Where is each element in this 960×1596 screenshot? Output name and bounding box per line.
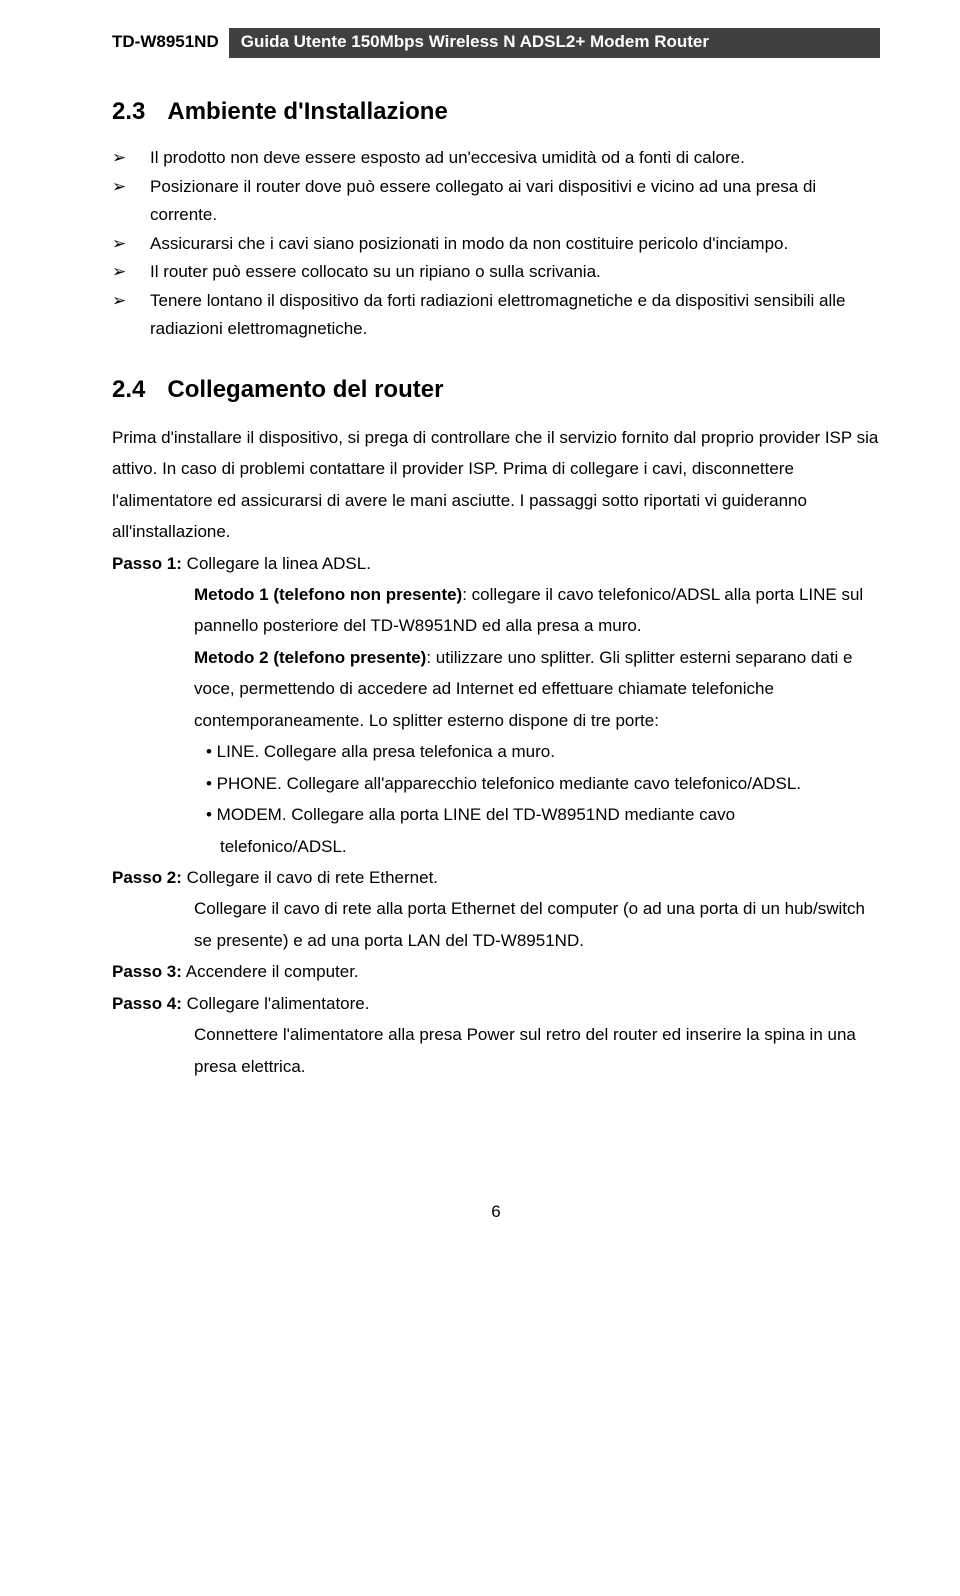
section-number: 2.4 [112, 376, 145, 404]
page: TD-W8951ND Guida Utente 150Mbps Wireless… [0, 0, 960, 1262]
step-label: Passo 4: [112, 994, 182, 1013]
step-1-sub-modem: • MODEM. Collegare alla porta LINE del T… [112, 799, 880, 830]
step-text: Collegare l'alimentatore. [187, 994, 370, 1013]
step-1-method-1: Metodo 1 (telefono non presente): colleg… [112, 579, 880, 642]
step-label: Passo 2: [112, 868, 182, 887]
step-4-cont: Connettere l'alimentatore alla presa Pow… [112, 1019, 880, 1082]
section-number: 2.3 [112, 98, 145, 126]
bullet-item: Assicurarsi che i cavi siano posizionati… [112, 230, 880, 259]
step-label: Passo 1: [112, 554, 182, 573]
bullet-item: Il prodotto non deve essere esposto ad u… [112, 144, 880, 173]
header-bar: TD-W8951ND Guida Utente 150Mbps Wireless… [112, 28, 880, 58]
section-2-3-heading: 2.3 Ambiente d'Installazione [112, 98, 880, 126]
section-title: Ambiente d'Installazione [167, 98, 447, 125]
section-2-3-bullets: Il prodotto non deve essere esposto ad u… [112, 144, 880, 344]
bullet-item: Il router può essere collocato su un rip… [112, 258, 880, 287]
step-3: Passo 3: Accendere il computer. [112, 956, 880, 987]
bullet-item: Tenere lontano il dispositivo da forti r… [112, 287, 880, 344]
step-text: Collegare la linea ADSL. [187, 554, 371, 573]
step-1-sub-phone: • PHONE. Collegare all'apparecchio telef… [112, 768, 880, 799]
step-2: Passo 2: Collegare il cavo di rete Ether… [112, 862, 880, 893]
step-1-sub-line: • LINE. Collegare alla presa telefonica … [112, 736, 880, 767]
section-title: Collegamento del router [167, 376, 443, 403]
step-text: Accendere il computer. [186, 962, 359, 981]
step-label: Passo 3: [112, 962, 182, 981]
header-model: TD-W8951ND [112, 28, 229, 58]
header-title: Guida Utente 150Mbps Wireless N ADSL2+ M… [229, 28, 880, 58]
bullet-item: Posizionare il router dove può essere co… [112, 173, 880, 230]
step-4: Passo 4: Collegare l'alimentatore. [112, 988, 880, 1019]
page-number: 6 [112, 1202, 880, 1222]
section-2-4-intro: Prima d'installare il dispositivo, si pr… [112, 422, 880, 548]
method-label: Metodo 1 (telefono non presente) [194, 585, 462, 604]
method-label: Metodo 2 (telefono presente) [194, 648, 426, 667]
step-text: Collegare il cavo di rete Ethernet. [187, 868, 438, 887]
step-1-sub-modem-cont: telefonico/ADSL. [112, 831, 880, 862]
step-1-method-2: Metodo 2 (telefono presente): utilizzare… [112, 642, 880, 736]
section-2-4-heading: 2.4 Collegamento del router [112, 376, 880, 404]
step-1: Passo 1: Collegare la linea ADSL. [112, 548, 880, 579]
step-2-cont: Collegare il cavo di rete alla porta Eth… [112, 893, 880, 956]
